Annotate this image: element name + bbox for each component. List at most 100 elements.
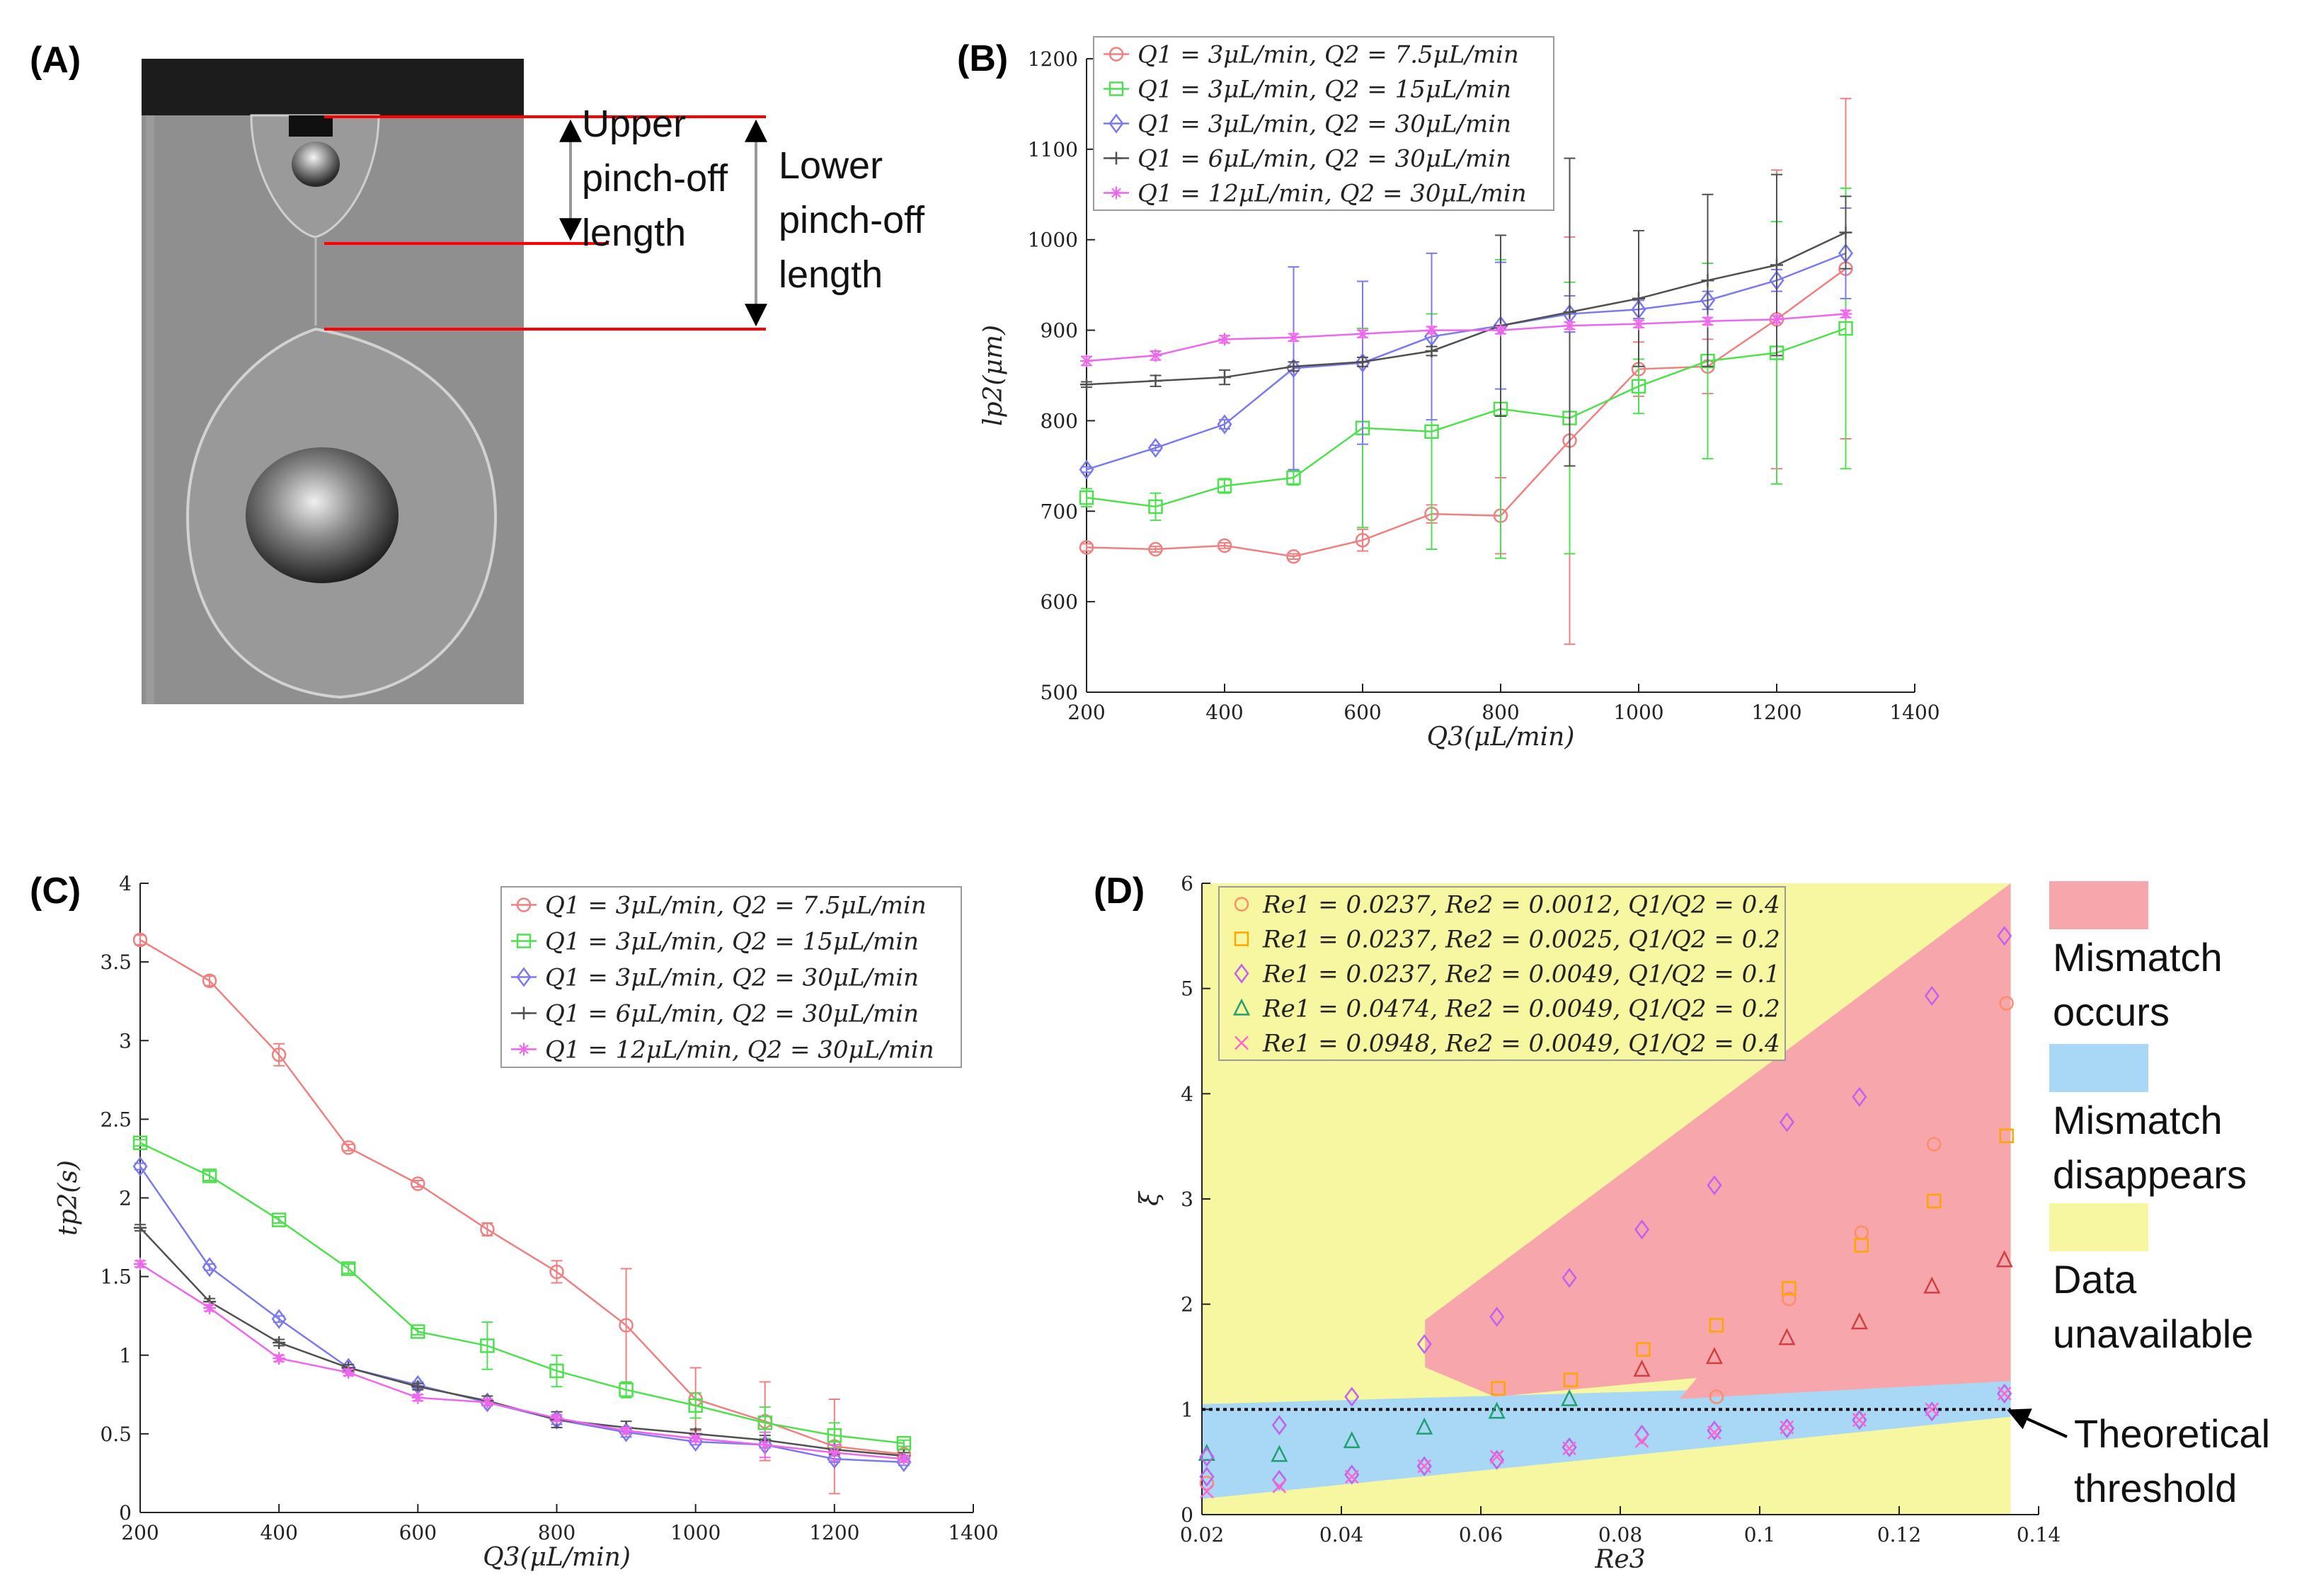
chart-b-y-tick-label: 1200 xyxy=(1028,47,1078,71)
chart-d-data-point xyxy=(1999,1128,2014,1144)
chart-d-data-point xyxy=(1562,1441,1576,1456)
chart-b-series-line xyxy=(1086,231,1847,386)
chart-c-data-point xyxy=(688,1398,703,1413)
region-legend-occurs-swatch xyxy=(2049,881,2148,929)
chart-b-error-bar xyxy=(1150,546,1162,553)
chart-b-data-point xyxy=(1148,499,1163,515)
chart-b-x-tick-label: 1200 xyxy=(1751,701,1801,724)
chart-c-data-point xyxy=(619,1382,634,1397)
chart-c-legend-marker xyxy=(516,897,532,912)
chart-c-error-bar xyxy=(689,1392,701,1419)
chart-b-data-point xyxy=(1701,274,1714,287)
chart-b-data-point xyxy=(1425,323,1438,337)
region-legend-disappears-line2: disappears xyxy=(2053,1152,2247,1197)
chart-d-data-point xyxy=(1561,1389,1579,1406)
chart-b-series-line xyxy=(1086,268,1847,558)
chart-c-data-point xyxy=(550,1411,563,1425)
chart-c-data-point xyxy=(897,1452,910,1466)
chart-c-y-tick-label: 0 xyxy=(119,1501,132,1525)
chart-c-data-point xyxy=(619,1318,634,1333)
chart-d-data-point xyxy=(1271,1415,1287,1435)
chart-c-data-point xyxy=(202,973,217,989)
chart-d-x-tick-label: 0.12 xyxy=(1877,1523,1921,1546)
chart-b-y-tick-label: 500 xyxy=(1041,681,1078,704)
chart-b-error-bar xyxy=(1288,553,1300,561)
chart-c-data-point xyxy=(202,1169,217,1183)
chart-d-y-tick-label: 5 xyxy=(1181,977,1193,1001)
threshold-arrow xyxy=(2007,1408,2068,1438)
chart-d-series-1 xyxy=(1199,996,2014,1491)
chart-c-data-point xyxy=(271,1212,287,1227)
chart-d-data-point xyxy=(1927,1193,1942,1209)
chart-c-legend-marker xyxy=(517,1006,530,1020)
chart-b-data-point xyxy=(1632,317,1645,331)
chart-b-data-point xyxy=(1217,414,1232,435)
chart-d-legend-label: Re1 = 0.0948, Re2 = 0.0049, Q1/Q2 = 0.4 xyxy=(1262,1030,1780,1058)
chart-b-data-point xyxy=(1356,355,1369,369)
chart-b-series-line xyxy=(1086,327,1846,508)
chart-d-data-point xyxy=(1344,1387,1360,1407)
chart-c-data-point xyxy=(827,1446,841,1459)
region-legend-disappears-swatch xyxy=(2049,1044,2148,1092)
chart-c-series-2 xyxy=(132,1135,912,1451)
chart-b-data-point xyxy=(1839,226,1852,239)
chart-b-data-point xyxy=(1286,470,1301,486)
chart-c-legend-marker xyxy=(517,1043,530,1056)
chart-d-data-point xyxy=(1200,1484,1214,1499)
chart-b-data-point xyxy=(1287,331,1300,344)
chart-c-y-tick-label: 1.5 xyxy=(100,1265,132,1289)
region-legend-occurs-line1: Mismatch xyxy=(2053,935,2223,980)
chart-d-data-point xyxy=(1924,985,1940,1006)
chart-b-data-point xyxy=(1147,437,1164,458)
panel-c-label: (C) xyxy=(30,871,81,912)
chart-d-data-point xyxy=(1634,1424,1650,1445)
chart-c-x-tick-label: 200 xyxy=(121,1521,159,1544)
chart-b-data-point xyxy=(1218,371,1231,384)
chart-d-legend: Re1 = 0.0237, Re2 = 0.0012, Q1/Q2 = 0.4 R… xyxy=(1218,886,1786,1061)
chart-c-data-point xyxy=(549,1264,564,1280)
chart-b-data-point xyxy=(1770,313,1783,326)
chart-d-y-tick-label: 4 xyxy=(1181,1082,1193,1106)
chart-c-legend-label: Q1 = 3μL/min, Q2 = 30μL/min xyxy=(545,964,919,992)
chart-b-legend-label: Q1 = 6μL/min, Q2 = 30μL/min xyxy=(1138,145,1511,173)
chart-d-series-7 xyxy=(1633,1250,2013,1377)
chart-d-data-point xyxy=(1927,1137,1942,1152)
chart-b-legend-marker xyxy=(1108,113,1124,134)
chart-c-error-bar xyxy=(204,1170,216,1182)
region-legend-unavailable-line2: unavailable xyxy=(2053,1311,2253,1356)
chart-c-error-bar xyxy=(343,1143,355,1152)
chart-d-data-point xyxy=(1709,1318,1724,1333)
chart-b-series-line xyxy=(1086,252,1846,471)
chart-c-legend-label: Q1 = 6μL/min, Q2 = 30μL/min xyxy=(545,1000,919,1028)
chart-d-data-point xyxy=(1780,1420,1794,1435)
chart-d-data-point xyxy=(1709,1389,1724,1404)
chart-d-y-tick-label: 3 xyxy=(1181,1188,1193,1211)
chart-b-legend-marker xyxy=(1108,81,1124,96)
chart-c-data-point xyxy=(271,1047,287,1062)
chart-c-data-point xyxy=(827,1428,842,1443)
chart-d-data-point xyxy=(1488,1401,1506,1419)
chart-c-data-point xyxy=(480,1338,495,1353)
chart-b-data-point xyxy=(1148,541,1163,557)
threshold-label-line1: Theoretical xyxy=(2074,1411,2270,1456)
chart-b-y-tick-label: 900 xyxy=(1041,319,1078,343)
chart-b-data-point xyxy=(1632,292,1645,305)
chart-d-series-2 xyxy=(1491,1128,2014,1396)
chart-d-x-label: Re3 xyxy=(1594,1545,1645,1574)
chart-c-data-point xyxy=(549,1363,564,1379)
chart-b-data-point xyxy=(1701,314,1714,328)
region-legend-unavailable-swatch xyxy=(2049,1203,2148,1251)
lower-label-line3: length xyxy=(779,253,883,296)
chart-b-x-tick-label: 200 xyxy=(1067,701,1105,724)
chart-d-data-point xyxy=(1271,1469,1287,1491)
chart-b-legend-label: Q1 = 3μL/min, Q2 = 30μL/min xyxy=(1138,110,1511,139)
chart-b-legend-label: Q1 = 3μL/min, Q2 = 7.5μL/min xyxy=(1138,41,1519,69)
chart-d-data-point xyxy=(1997,1383,2012,1404)
chart-d-data-point xyxy=(1707,1175,1722,1195)
chart-b-data-point xyxy=(1080,378,1093,391)
chart-d-legend-marker xyxy=(1234,963,1249,984)
chart-d-data-point xyxy=(1999,996,2014,1011)
chart-d-legend-marker xyxy=(1234,1035,1249,1050)
chart-d-data-point xyxy=(1491,1381,1506,1396)
chart-d-data-point xyxy=(1634,1434,1649,1448)
